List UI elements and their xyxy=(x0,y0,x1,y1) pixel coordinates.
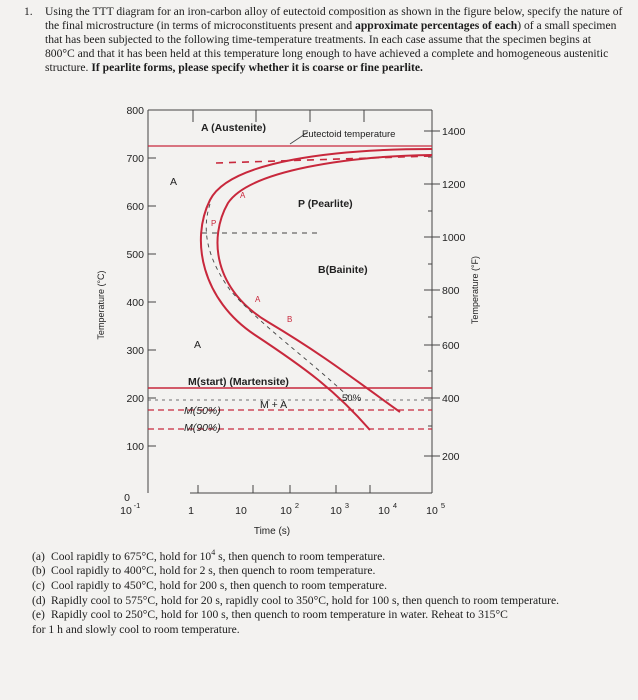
x-tick-exponent: 2 xyxy=(295,501,299,510)
part-label: (c) xyxy=(32,579,45,593)
y-axis-title-right: Temperature (°F) xyxy=(470,256,480,324)
austenite-left-upper-label: A xyxy=(170,176,177,188)
left-tick-label: 400 xyxy=(126,297,144,309)
part-text: Cool rapidly to 450°C, hold for 200 s, t… xyxy=(51,579,387,593)
right-tick-labels: 1400 1200 1000 800 600 400 200 xyxy=(442,126,466,463)
right-tick-label: 1200 xyxy=(442,179,466,191)
left-tick-label: 700 xyxy=(126,153,144,165)
x-tick-label: 10 xyxy=(330,505,342,517)
x-axis-title: Time (s) xyxy=(254,526,290,537)
part-label: (b) xyxy=(32,564,46,578)
question-text-2: approximate percentages of each xyxy=(355,19,518,33)
x-tick-exponent: 5 xyxy=(441,501,445,510)
finish-curve xyxy=(216,154,433,413)
part-label: (e) xyxy=(32,608,45,622)
left-tick-label: 0 xyxy=(124,492,130,504)
left-tick-label: 800 xyxy=(126,105,144,117)
x-tick-label: 10 xyxy=(378,505,390,517)
left-tick-label: 300 xyxy=(126,345,144,357)
part-a: (a) Cool rapidly to 675°C, hold for 104 s… xyxy=(32,546,638,564)
question-text-3: ) of a small specimen that has been subj… xyxy=(45,19,617,75)
y-axis-title-left: Temperature (°C) xyxy=(96,270,106,339)
pearlite-finish-dash xyxy=(215,155,433,164)
curve-b-label: B xyxy=(287,315,292,324)
x-tick-label: 10 xyxy=(280,505,292,517)
curve-a2-label: A xyxy=(255,295,261,304)
question-text-1: Using the TTT diagram for an iron-carbon… xyxy=(45,5,623,33)
x-tick-exponent: -1 xyxy=(134,501,141,510)
part-text: Rapidly cool to 250°C, hold for 100 s, t… xyxy=(51,608,508,622)
eutectoid-pointer xyxy=(289,131,309,145)
part-d: (d) Rapidly cool to 575°C, hold for 20 s,… xyxy=(32,594,638,609)
bottom-tick-marks xyxy=(197,485,371,493)
right-tick-label: 1400 xyxy=(442,126,466,138)
treatment-list: (a) Cool rapidly to 675°C, hold for 104 s… xyxy=(32,546,638,637)
left-tick-marks xyxy=(148,157,156,447)
left-tick-labels: 800 700 600 500 400 300 200 100 0 xyxy=(124,105,144,504)
x-tick-label: 10 xyxy=(120,505,132,517)
part-text-tail: s, then quench to room temperature. xyxy=(215,549,386,563)
x-tick-labels-extra: 10 5 xyxy=(426,501,445,517)
ttt-diagram: 800 700 600 500 400 300 200 100 0 1400 1… xyxy=(96,105,480,537)
m50-label: M(50%) xyxy=(184,405,221,417)
curve-p-label: P xyxy=(211,219,216,228)
part-label: (d) xyxy=(32,593,46,607)
m90-label: M(90%) xyxy=(184,422,221,434)
part-label: (a) xyxy=(32,549,45,563)
x-tick-exponent: 3 xyxy=(345,501,349,510)
right-tick-marks xyxy=(424,130,440,457)
eutectoid-label: Eutectoid temperature xyxy=(302,129,395,140)
right-tick-label: 200 xyxy=(442,451,460,463)
left-tick-label: 600 xyxy=(126,201,144,213)
start-curve xyxy=(199,148,433,431)
m-plus-a-label: M + A xyxy=(260,399,287,411)
right-tick-label: 600 xyxy=(442,340,460,352)
left-tick-label: 100 xyxy=(126,441,144,453)
fifty-percent-label: 50% xyxy=(342,393,362,404)
curve-a-label: A xyxy=(240,191,246,200)
x-tick-exponent: 4 xyxy=(393,501,397,510)
question-number: 1. xyxy=(24,5,33,18)
left-tick-label: 500 xyxy=(126,249,144,261)
right-tick-label: 400 xyxy=(442,393,460,405)
part-text: Cool rapidly to 400°C, hold for 2 s, the… xyxy=(51,564,376,578)
part-b: (b) Cool rapidly to 400°C, hold for 2 s, … xyxy=(32,564,638,579)
question-text-4: If pearlite forms, please specify whethe… xyxy=(91,61,423,75)
bainite-label: B(Bainite) xyxy=(318,264,368,276)
question-text: Using the TTT diagram for an iron-carbon… xyxy=(45,5,623,75)
right-tick-label: 800 xyxy=(442,285,460,297)
part-e: (e) Rapidly cool to 250°C, hold for 100 s… xyxy=(32,608,638,623)
left-tick-label: 200 xyxy=(126,393,144,405)
x-tick-label: 1 xyxy=(188,505,194,517)
austenite-label: A (Austenite) xyxy=(201,122,266,134)
part-e-continuation: for 1 h and slowly cool to room temperat… xyxy=(32,622,240,636)
top-tick-marks xyxy=(192,110,365,122)
part-text: Cool rapidly to 675°C, hold for 10 xyxy=(51,549,212,563)
part-text: Rapidly cool to 575°C, hold for 20 s, ra… xyxy=(51,593,560,607)
part-superscript: 4 xyxy=(211,548,216,557)
x-tick-label: 10 xyxy=(426,505,438,517)
part-c: (c) Cool rapidly to 450°C, hold for 200 s… xyxy=(32,579,638,594)
right-tick-label: 1000 xyxy=(442,232,466,244)
x-tick-labels: 10 -1 1 10 10 2 10 3 10 4 xyxy=(120,501,397,517)
x-tick-label: 10 xyxy=(235,505,247,517)
pearlite-label: P (Pearlite) xyxy=(298,198,353,210)
fifty-percent-curve xyxy=(205,203,353,401)
martensite-start-label: M(start) (Martensite) xyxy=(188,376,289,388)
austenite-left-lower-label: A xyxy=(194,339,201,351)
